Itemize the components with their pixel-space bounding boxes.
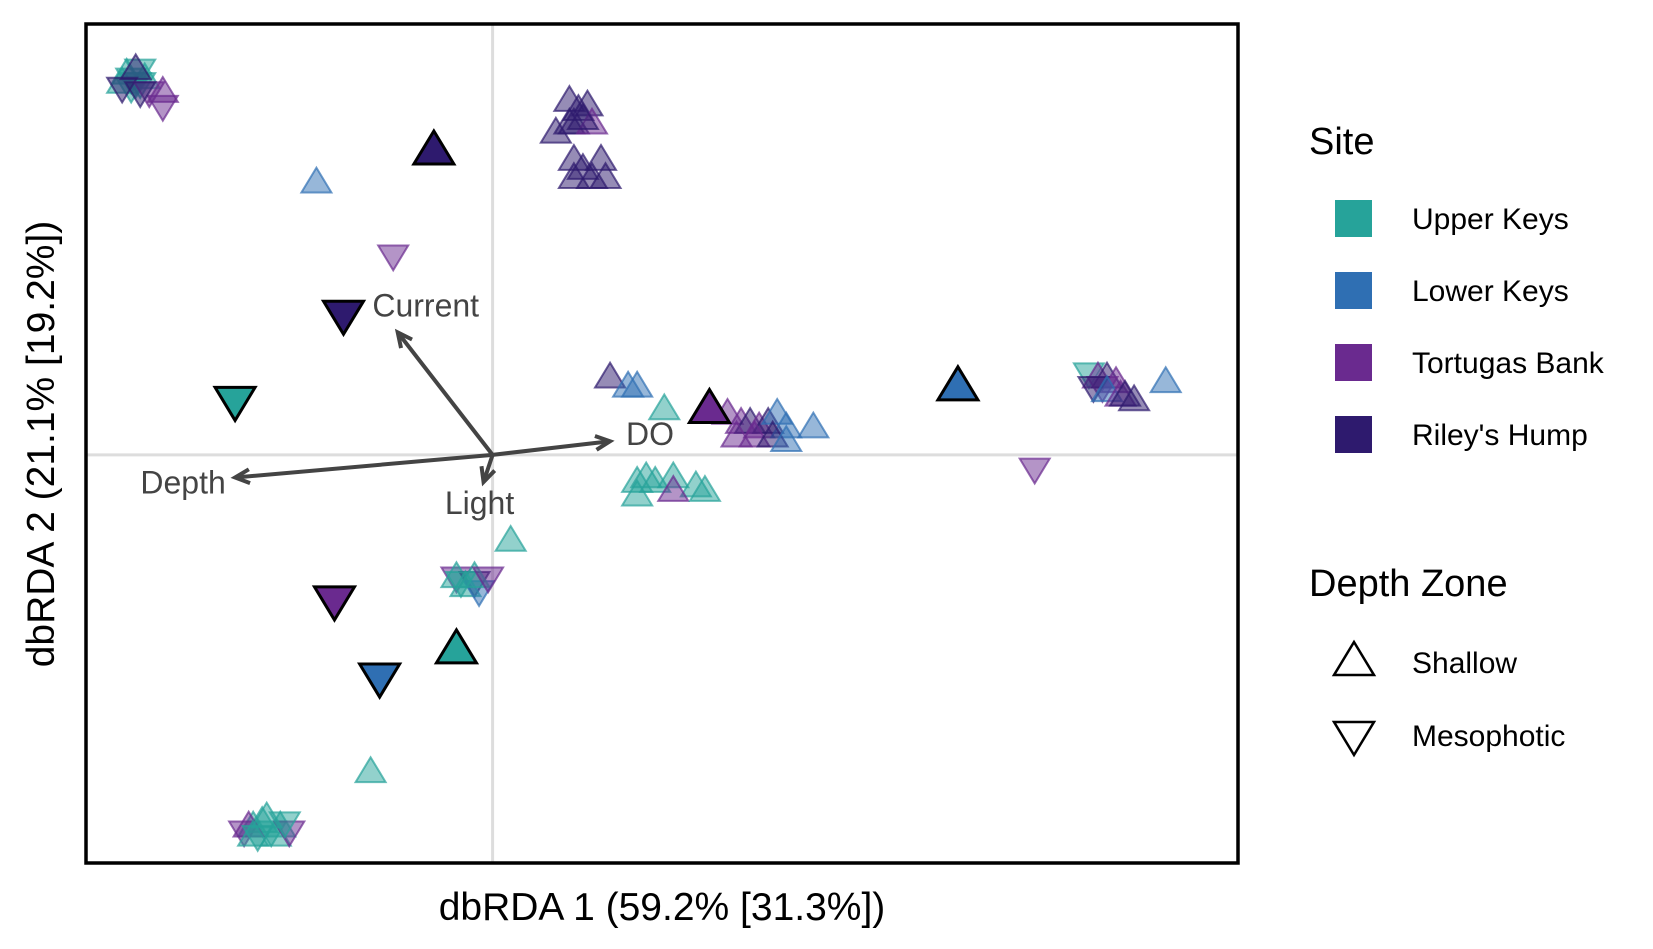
sample-point-riley-s-hump-shallow bbox=[118, 52, 153, 81]
vector-depth-arrowhead bbox=[230, 467, 251, 486]
sample-point-upper-keys-shallow bbox=[688, 474, 722, 502]
legend-label-upper-keys: Upper Keys bbox=[1412, 203, 1569, 236]
sample-point-lower-keys-shallow bbox=[769, 424, 804, 453]
vector-do-label: DO bbox=[626, 416, 674, 452]
centroid-riley-s-hump-shallow bbox=[411, 128, 457, 166]
vector-depth-line bbox=[234, 452, 493, 480]
vector-do-arrowhead bbox=[594, 434, 615, 452]
vector-current-line bbox=[396, 331, 495, 457]
legend-label-shallow: Shallow bbox=[1412, 647, 1517, 680]
sample-point-tortugas-bank-shallow bbox=[656, 474, 691, 502]
sample-point-riley-s-hump-mesophotic bbox=[123, 81, 157, 109]
sample-point-lower-keys-shallow bbox=[299, 165, 334, 194]
vector-current-arrowhead bbox=[394, 328, 413, 349]
vector-do-line bbox=[492, 439, 611, 457]
vector-light-arrowhead bbox=[479, 465, 497, 487]
sample-point-upper-keys-shallow bbox=[236, 818, 270, 847]
sample-point-tortugas-bank-mesophotic bbox=[471, 566, 505, 595]
legend-swatch-riley-s-hump bbox=[1335, 416, 1372, 453]
legend-label-tortugas-bank: Tortugas Bank bbox=[1412, 347, 1605, 380]
sample-point-tortugas-bank-mesophotic bbox=[376, 244, 410, 273]
legend-shape-shallow bbox=[1331, 639, 1377, 677]
vector-light-line bbox=[481, 454, 495, 483]
legend-depth-title: Depth Zone bbox=[1309, 563, 1508, 605]
legend-site-title: Site bbox=[1309, 121, 1374, 163]
legend-swatch-upper-keys bbox=[1335, 200, 1372, 237]
legend-shape-mesophotic bbox=[1331, 720, 1377, 758]
sample-point-riley-s-hump-shallow bbox=[566, 102, 600, 131]
plot-frame bbox=[84, 22, 1240, 865]
sample-point-riley-s-hump-shallow bbox=[539, 115, 573, 144]
sample-point-upper-keys-shallow bbox=[647, 392, 682, 421]
sample-point-upper-keys-mesophotic bbox=[268, 811, 302, 840]
centroid-upper-keys-shallow bbox=[433, 626, 480, 665]
sample-point-tortugas-bank-mesophotic bbox=[146, 94, 180, 123]
y-axis-title: dbRDA 2 (21.1% [19.2%]) bbox=[20, 221, 63, 668]
reference-lines bbox=[86, 24, 1238, 863]
sample-point-riley-s-hump-shallow bbox=[593, 360, 627, 389]
centroid-upper-keys-mesophotic bbox=[212, 385, 258, 424]
centroid-riley-s-hump-mesophotic bbox=[320, 299, 367, 338]
sample-point-riley-s-hump-shallow bbox=[1117, 383, 1151, 412]
legend-depth-items: Shallow Mesophotic bbox=[1331, 639, 1565, 758]
sample-point-upper-keys-shallow bbox=[493, 524, 528, 552]
centroid-tortugas-bank-mesophotic bbox=[311, 585, 358, 623]
sample-point-riley-s-hump-shallow bbox=[588, 161, 623, 189]
centroid-lower-keys-mesophotic bbox=[356, 662, 403, 700]
x-axis-title: dbRDA 1 (59.2% [31.3%]) bbox=[439, 886, 886, 929]
legend-swatch-lower-keys bbox=[1335, 272, 1372, 309]
legend-site-items: Upper Keys Lower Keys Tortugas Bank Riley's… bbox=[1335, 200, 1605, 453]
sample-point-lower-keys-shallow bbox=[620, 369, 654, 398]
vector-light-label: Light bbox=[445, 485, 515, 521]
centroids-layer bbox=[212, 128, 981, 700]
legend-label-mesophotic: Mesophotic bbox=[1412, 720, 1565, 753]
vector-current-label: Current bbox=[372, 287, 479, 323]
legend-label-riley-s-hump: Riley's Hump bbox=[1412, 419, 1588, 452]
centroid-lower-keys-shallow bbox=[935, 363, 981, 402]
legend-swatch-tortugas-bank bbox=[1335, 344, 1372, 381]
sample-point-upper-keys-shallow bbox=[620, 478, 654, 507]
vectors-layer: Current DO Depth Light bbox=[140, 287, 674, 521]
sample-point-upper-keys-shallow bbox=[353, 755, 388, 784]
points-layer bbox=[105, 52, 1183, 853]
vector-depth-label: Depth bbox=[140, 465, 225, 501]
sample-point-lower-keys-shallow bbox=[1148, 365, 1183, 394]
legend: Site Upper Keys Lower Keys Tortugas Bank Ri… bbox=[1309, 121, 1605, 758]
centroid-tortugas-bank-shallow bbox=[686, 386, 733, 425]
sample-point-tortugas-bank-mesophotic bbox=[1017, 457, 1052, 486]
legend-label-lower-keys: Lower Keys bbox=[1412, 275, 1569, 308]
sample-point-lower-keys-shallow bbox=[796, 410, 831, 439]
